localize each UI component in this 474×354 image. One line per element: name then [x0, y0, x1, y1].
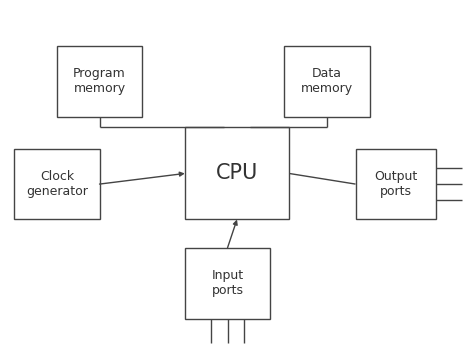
- Bar: [356, 149, 436, 219]
- Bar: [185, 127, 289, 219]
- Bar: [284, 46, 370, 117]
- Text: Clock
generator: Clock generator: [26, 170, 88, 198]
- Bar: [14, 149, 100, 219]
- Text: Output
ports: Output ports: [374, 170, 418, 198]
- Text: CPU: CPU: [216, 164, 258, 183]
- Text: Program
memory: Program memory: [73, 67, 126, 96]
- Bar: [185, 248, 270, 319]
- Bar: [57, 46, 142, 117]
- Text: Input
ports: Input ports: [211, 269, 244, 297]
- Text: Data
memory: Data memory: [301, 67, 353, 96]
